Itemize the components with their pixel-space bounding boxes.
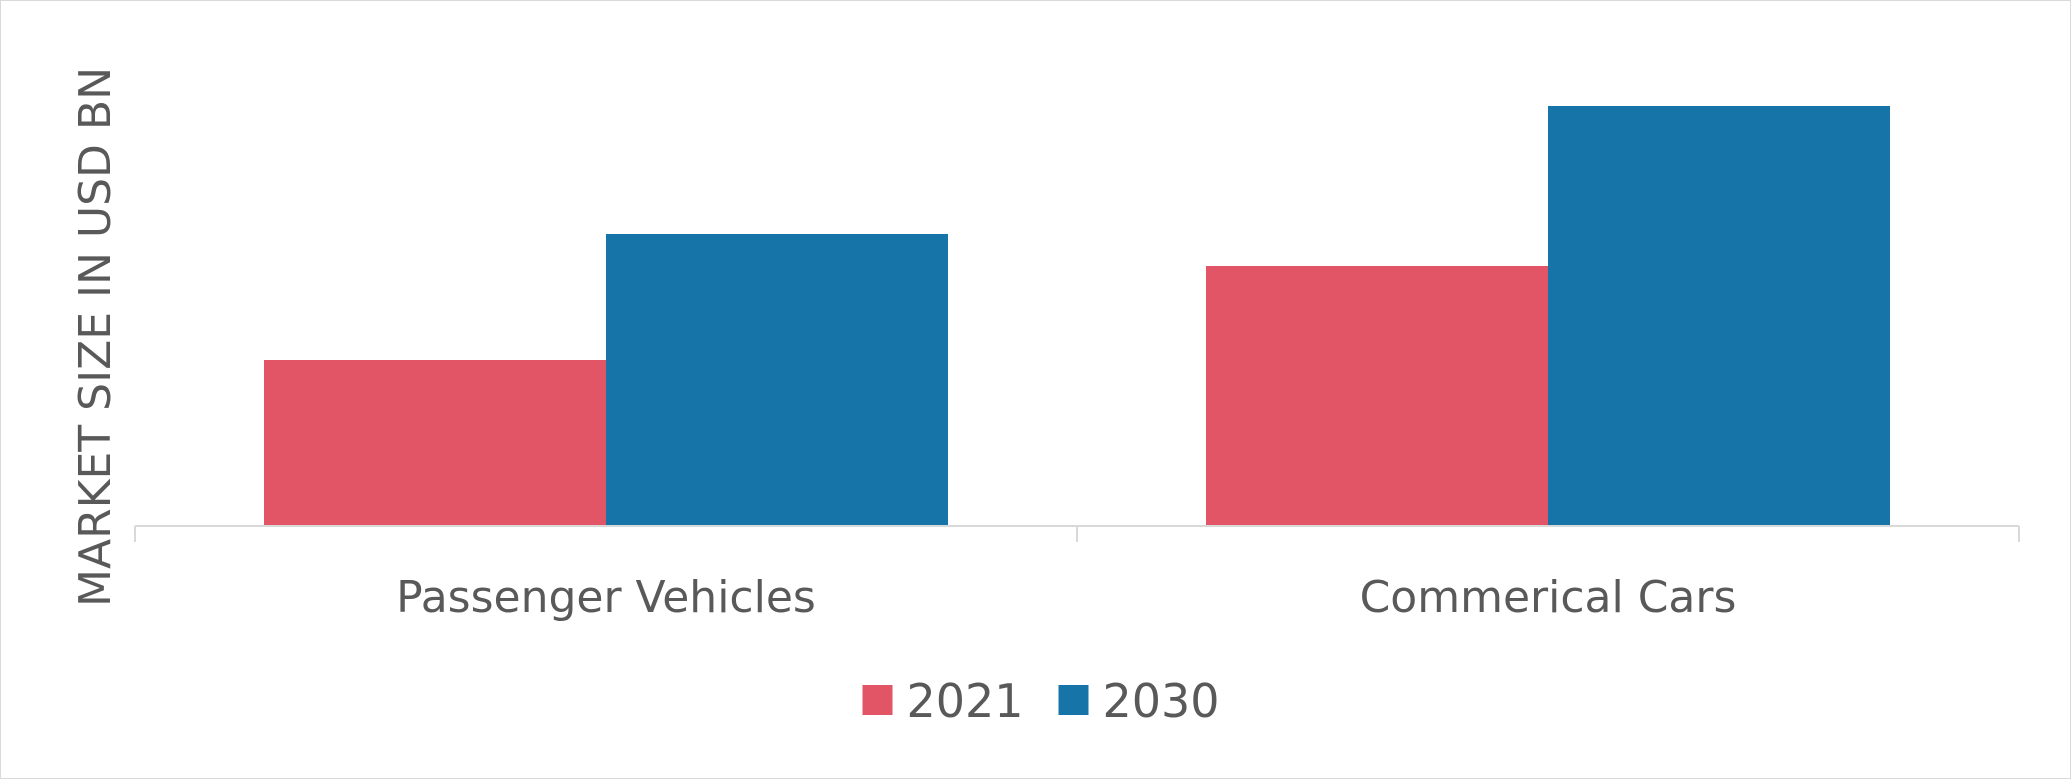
legend-label-2021: 2021 bbox=[907, 674, 1024, 728]
bar-2030-commerical-cars bbox=[1548, 106, 1890, 526]
legend-label-2030: 2030 bbox=[1103, 674, 1220, 728]
bar-2030-passenger-vehicles bbox=[606, 234, 948, 526]
x-tick-labels: Passenger Vehicles Commerical Cars bbox=[396, 572, 1736, 623]
legend-swatch-2021 bbox=[862, 685, 893, 715]
x-tick-label: Commerical Cars bbox=[1360, 572, 1737, 623]
x-axis bbox=[134, 525, 2020, 542]
bars-layer bbox=[264, 106, 1890, 526]
legend-item-2030: 2030 bbox=[1058, 674, 1220, 728]
bar-2021-commerical-cars bbox=[1206, 266, 1548, 526]
legend-swatch-2030 bbox=[1058, 685, 1089, 715]
legend: 2021 2030 bbox=[862, 674, 1220, 728]
bar-2021-passenger-vehicles bbox=[264, 360, 606, 526]
legend-item-2021: 2021 bbox=[862, 674, 1024, 728]
y-axis-title: MARKET SIZE IN USD BN bbox=[70, 67, 121, 607]
x-tick-label: Passenger Vehicles bbox=[396, 572, 816, 623]
